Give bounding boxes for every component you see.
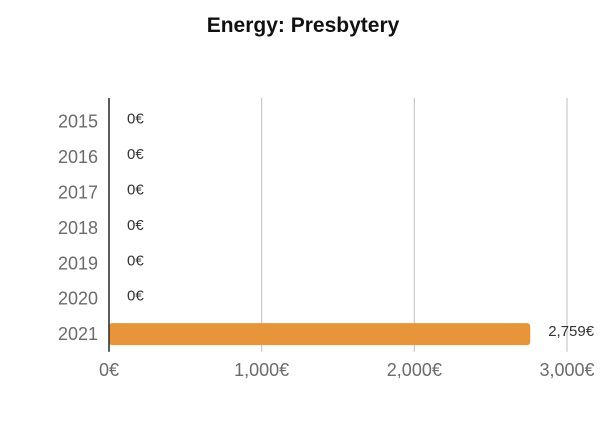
- data-label: 2,759€: [548, 323, 595, 340]
- category-label: 2021: [58, 324, 98, 344]
- x-tick-label: 2,000€: [387, 360, 442, 380]
- data-label: 0€: [127, 182, 144, 199]
- data-label: 0€: [127, 111, 144, 128]
- category-label: 2017: [58, 183, 98, 203]
- data-label: 0€: [127, 252, 144, 269]
- x-tick-label: 0€: [99, 360, 119, 380]
- category-label: 2015: [58, 112, 98, 132]
- bars: [109, 323, 531, 346]
- x-tick-label: 1,000€: [234, 360, 289, 380]
- chart-title: Energy: Presbytery: [206, 14, 400, 37]
- category-label: 2019: [58, 253, 98, 273]
- bar: [109, 323, 531, 346]
- category-label: 2016: [58, 147, 98, 167]
- gridlines: [261, 98, 568, 352]
- labels: 0€ 1,000€ 2,000€ 3,000€2015 0€2016 0€2017 0€20…: [58, 111, 595, 380]
- data-label: 0€: [127, 217, 144, 234]
- category-label: 2018: [58, 218, 98, 238]
- x-tick-label: 3,000€: [539, 360, 594, 380]
- category-label: 2020: [58, 289, 98, 309]
- data-label: 0€: [127, 288, 144, 305]
- data-label: 0€: [127, 146, 144, 163]
